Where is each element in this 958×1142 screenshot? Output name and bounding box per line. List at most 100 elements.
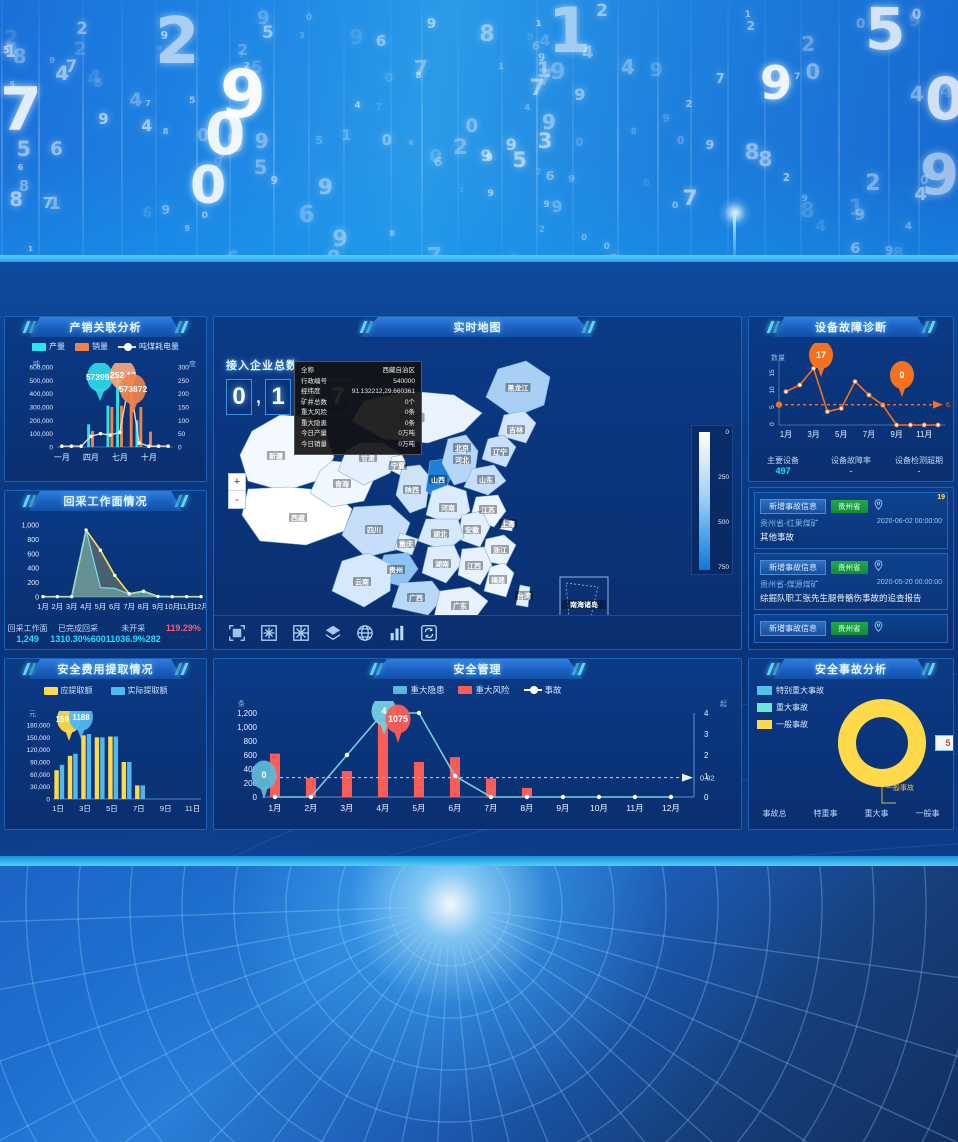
location-pin-icon[interactable] xyxy=(873,619,884,637)
x-tick: 11日 xyxy=(185,804,200,813)
map-toolbar[interactable] xyxy=(214,615,741,649)
map-color-legend: 0 250 500 750 xyxy=(691,425,733,575)
location-pin-icon[interactable] xyxy=(873,558,884,576)
province-label: 青海 xyxy=(333,479,351,489)
map-canvas[interactable]: 新疆西藏青海甘肃内蒙古宁夏陕西山西河北北京山东河南江苏安徽上海浙江湖北四川重庆湖… xyxy=(214,339,741,615)
province-name: 山东 xyxy=(479,476,493,485)
select-icon[interactable] xyxy=(228,624,246,642)
x-tick: 6月 xyxy=(109,602,121,611)
x-tick: 9月 xyxy=(152,602,164,611)
legend-tick: 500 xyxy=(718,519,729,526)
title-slash-right-icon xyxy=(168,663,186,675)
data-point xyxy=(127,592,130,595)
expand-icon[interactable] xyxy=(260,624,278,642)
x-tick: 12月 xyxy=(193,602,207,611)
location-pin-icon[interactable] xyxy=(873,497,884,515)
province-label: 河北 xyxy=(453,455,471,465)
x-tick: 12月 xyxy=(662,803,680,813)
bar xyxy=(378,722,388,797)
bottom-grid-svg xyxy=(0,866,958,1142)
x-tick: 四月 xyxy=(83,453,99,462)
accident-description: 其他事故 xyxy=(760,532,942,543)
data-point xyxy=(70,595,73,598)
province-label: 江西 xyxy=(465,561,483,571)
panel-accident-feed[interactable]: 19 新增事故信息 贵州省 贵州省-红果煤矿 2020-06-02 00:00:… xyxy=(748,487,954,650)
map-zoom-in-button[interactable]: + xyxy=(229,474,245,491)
tooltip-value: 0个 xyxy=(405,398,415,409)
y-tick: 0 xyxy=(46,797,50,804)
bar xyxy=(114,737,118,799)
data-point xyxy=(113,574,116,577)
counter-digit: 1 xyxy=(265,379,291,415)
y-tick: 0 xyxy=(35,595,39,602)
layers-icon[interactable] xyxy=(324,624,342,642)
province-name: 江西 xyxy=(467,562,481,571)
title-slash-left-icon xyxy=(25,663,43,675)
title-slash-right-icon xyxy=(168,321,186,333)
map-zoom-out-button[interactable]: - xyxy=(229,491,245,508)
balloon-value: 1188 xyxy=(72,713,90,722)
list-item[interactable]: 新增事故信息 贵州省 贵州省-煤源煤矿 2020-05-20 00:00:00 … xyxy=(754,553,948,610)
province-name: 河北 xyxy=(455,456,469,465)
province-name: 安徽 xyxy=(465,526,480,535)
bar xyxy=(95,737,99,799)
panel-title-text: 实时地图 xyxy=(454,319,502,335)
tooltip-key: 今日产量 xyxy=(301,429,327,440)
accident-tag: 新增事故信息 xyxy=(760,499,826,514)
x-tick: 4月 xyxy=(376,803,389,813)
globe-icon[interactable] xyxy=(356,624,374,642)
bar xyxy=(110,407,113,447)
data-point xyxy=(908,423,912,427)
province-label: 安徽 xyxy=(463,525,481,535)
tooltip-value: 0条 xyxy=(405,408,415,419)
panel-title-safety-fee: 安全费用提取情况 xyxy=(5,659,206,679)
list-item[interactable]: 19 新增事故信息 贵州省 贵州省-红果煤矿 2020-06-02 00:00:… xyxy=(754,492,948,549)
title-slash-right-icon xyxy=(575,321,593,333)
y2-tick: 300 xyxy=(178,365,189,372)
x-tick: 2月 xyxy=(304,803,317,813)
province-label: 山西 xyxy=(429,475,447,485)
province-label: 广东 xyxy=(451,601,469,611)
province-name: 吉林 xyxy=(509,426,524,435)
bar xyxy=(122,762,126,799)
value-balloon: 573872 xyxy=(119,374,148,413)
y2-tick: 100 xyxy=(178,418,189,425)
province-label: 广西 xyxy=(407,593,425,603)
list-item[interactable]: 新增事故信息 贵州省 xyxy=(754,614,948,643)
province-name: 江苏 xyxy=(481,506,495,515)
stat-item: 119.29% xyxy=(161,623,206,649)
balloon-value: 0 xyxy=(261,770,266,780)
mining-face-stats: 回采工作面 1,249 已完成回采 1310.30%600 未开采 11036.9%2… xyxy=(5,623,206,649)
x-tick: 9日 xyxy=(160,804,172,813)
y2-tick: 2 xyxy=(704,751,709,760)
province-label: 湖南 xyxy=(433,559,451,569)
card-header: 新增事故信息 贵州省 xyxy=(760,619,942,637)
x-tick: 十月 xyxy=(141,452,157,462)
data-point xyxy=(166,444,170,448)
refresh-icon[interactable] xyxy=(420,624,438,642)
data-point xyxy=(56,595,59,598)
province-name: 台湾 xyxy=(517,592,531,601)
value-balloon: 0 xyxy=(890,361,914,397)
legend-tick: 0 xyxy=(725,429,729,436)
safety-mgmt-chart: 02004006008001,0001,200012340.921月 2月 3月 4月… xyxy=(214,701,742,830)
x-tick: 1日 xyxy=(52,804,64,813)
device-fault-chart: 1510506.11月 3月 5月 7月 9月 11月170 xyxy=(749,343,954,461)
threshold-label: 0.92 xyxy=(700,774,715,783)
x-tick: 10月 xyxy=(590,803,608,813)
data-point xyxy=(798,383,802,387)
collapse-icon[interactable] xyxy=(292,624,310,642)
data-point xyxy=(936,423,940,427)
y-tick: 1,200 xyxy=(237,709,258,718)
y-tick: 800 xyxy=(27,537,39,544)
province-label: 黑龙江 xyxy=(506,383,531,393)
x-tick: 5月 xyxy=(412,803,425,813)
legend-gradient xyxy=(699,432,710,570)
chart-icon[interactable] xyxy=(388,624,406,642)
map-zoom-control[interactable]: + - xyxy=(228,473,246,509)
map-tooltip-chip: 5 xyxy=(935,735,954,751)
inset-label: 南海诸岛 xyxy=(570,600,598,609)
province-name: 河南 xyxy=(441,504,455,513)
tooltip-row: 重大隐患 0条 xyxy=(301,419,415,430)
x-tick: 7日 xyxy=(133,804,145,813)
